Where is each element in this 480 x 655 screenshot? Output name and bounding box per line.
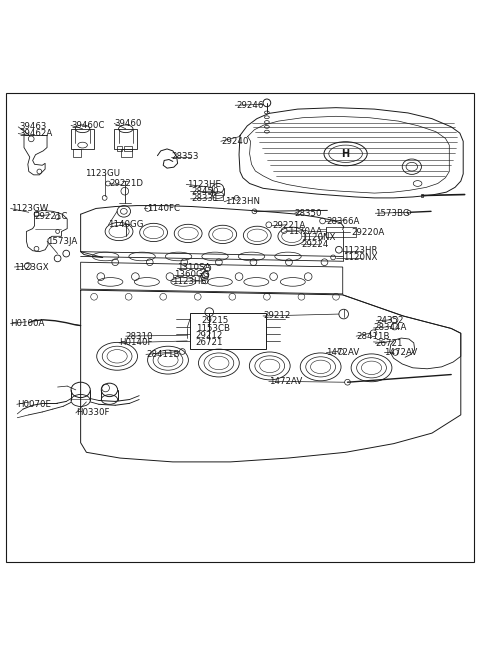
Text: 29221A: 29221A [273,221,306,231]
Text: 1120NX: 1120NX [343,253,377,263]
Text: 29212: 29212 [263,312,290,320]
Text: 1472AV: 1472AV [384,348,417,357]
Text: 28366A: 28366A [326,217,360,226]
Text: 39460: 39460 [114,119,142,128]
Text: 1472AV: 1472AV [269,377,302,386]
Text: 29215: 29215 [202,316,229,326]
Bar [73,149,81,157]
Text: 26721: 26721 [375,339,403,348]
Text: 1170AA: 1170AA [288,227,322,236]
Text: 28350: 28350 [295,209,322,217]
Text: 1120NX: 1120NX [301,233,336,242]
Text: 28310: 28310 [126,331,153,341]
Text: 29220A: 29220A [351,228,384,237]
Bar [121,149,132,157]
Text: 28331: 28331 [191,195,218,203]
Text: 28411B: 28411B [356,331,390,341]
Text: H0330F: H0330F [76,409,109,417]
Text: 1123HR: 1123HR [343,246,377,255]
Text: 28450: 28450 [191,187,218,196]
Text: 28411B: 28411B [146,350,180,359]
Text: 29246: 29246 [236,101,264,110]
Bar [117,146,122,151]
Text: 1123HB: 1123HB [172,277,206,286]
Text: 29240: 29240 [221,137,249,146]
Text: 1140GG: 1140GG [108,220,144,229]
Bar [421,194,423,197]
Bar [326,227,356,237]
Text: H0100A: H0100A [11,319,45,328]
Text: 1123GW: 1123GW [11,204,48,213]
Text: 26721: 26721 [196,339,223,347]
Text: 29212: 29212 [196,331,223,340]
Text: 1140FC: 1140FC [147,204,180,213]
Text: 39462A: 39462A [19,129,52,138]
Text: 1123HE: 1123HE [187,180,221,189]
Text: 39460C: 39460C [71,121,105,130]
Text: 29224: 29224 [301,240,329,249]
Text: 1472AV: 1472AV [326,348,360,357]
Text: H: H [342,149,349,159]
Text: 1573JA: 1573JA [47,236,77,246]
Text: 1123HN: 1123HN [225,197,260,206]
Text: 24352: 24352 [376,316,404,326]
Bar [213,195,223,200]
Text: 1123GU: 1123GU [85,170,120,178]
Text: 1153CB: 1153CB [196,324,230,333]
Text: 1123GX: 1123GX [14,263,49,272]
Bar [71,129,94,149]
Text: 1573BG: 1573BG [375,209,410,217]
Text: 1360GG: 1360GG [174,271,209,279]
Text: 28353: 28353 [172,152,199,161]
Bar [190,312,266,349]
Text: H0140F: H0140F [119,339,153,347]
Text: 39463: 39463 [19,122,47,132]
Text: H0070E: H0070E [17,400,51,409]
Bar [124,146,132,151]
Text: 29221C: 29221C [35,212,68,221]
Text: 1310SA: 1310SA [177,263,210,272]
Text: 29221D: 29221D [109,179,144,188]
Bar [114,129,137,149]
Text: 28344A: 28344A [373,324,407,333]
